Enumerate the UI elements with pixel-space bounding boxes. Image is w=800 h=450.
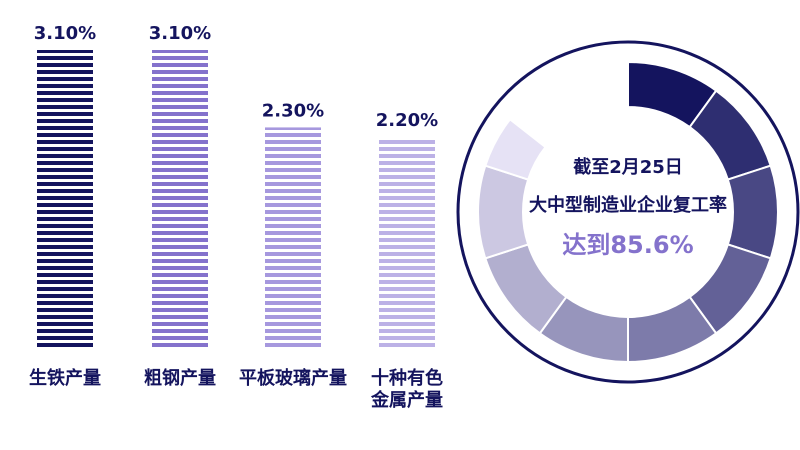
gauge-value: 达到85.6% bbox=[562, 231, 693, 259]
value-label: 2.20% bbox=[376, 110, 438, 131]
bar bbox=[37, 50, 93, 350]
gauge-segment bbox=[726, 164, 779, 260]
gauge-date: 截至2月25日 bbox=[573, 156, 683, 178]
value-label: 3.10% bbox=[34, 23, 96, 44]
category-label: 生铁产量 bbox=[29, 368, 101, 389]
category-label: 粗钢产量 bbox=[144, 368, 216, 389]
bar bbox=[265, 127, 321, 350]
bar bbox=[152, 50, 208, 350]
gauge-title: 大中型制造业企业复工率 bbox=[529, 194, 727, 216]
bar bbox=[379, 137, 435, 350]
category-label: 平板玻璃产量 bbox=[239, 368, 347, 389]
gauge-segment bbox=[477, 164, 530, 260]
value-label: 3.10% bbox=[149, 23, 211, 44]
category-label: 十种有色金属产量 bbox=[371, 368, 443, 411]
gauge-segment bbox=[484, 117, 547, 181]
gauge-ring bbox=[456, 40, 800, 384]
value-label: 2.30% bbox=[262, 100, 324, 121]
